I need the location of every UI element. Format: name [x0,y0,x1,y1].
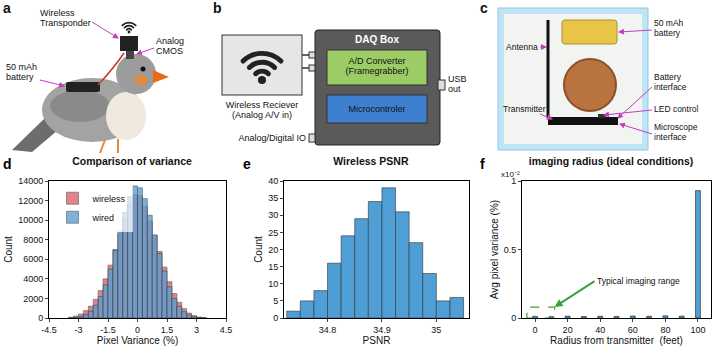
svg-text:0: 0 [533,325,538,335]
svg-text:14000: 14000 [18,176,43,186]
svg-text:Analog/Digital IO: Analog/Digital IO [238,133,306,143]
svg-text:Wireless PSNR: Wireless PSNR [333,155,409,167]
svg-text:50 mAhbattery: 50 mAhbattery [654,18,684,38]
svg-text:c: c [480,0,488,16]
svg-text:-3: -3 [74,325,82,335]
svg-text:0: 0 [135,325,140,335]
svg-text:15: 15 [268,262,278,272]
svg-text:AnalogCMOS: AnalogCMOS [156,36,184,56]
svg-text:10000: 10000 [18,215,43,225]
svg-text:80: 80 [660,325,670,335]
html-text:f: f [480,156,485,172]
svg-text:b: b [213,0,222,16]
svg-text:4000: 4000 [23,274,43,284]
svg-text:1.5: 1.5 [161,325,174,335]
svg-text:5: 5 [273,296,278,306]
svg-text:8000: 8000 [23,235,43,245]
svg-text:3: 3 [194,325,199,335]
svg-text:0: 0 [38,313,43,323]
svg-text:x10⁻²: x10⁻² [501,170,520,179]
svg-text:-4.5: -4.5 [41,325,57,335]
svg-text:Microcontroler: Microcontroler [348,104,405,114]
svg-text:20: 20 [268,245,278,255]
svg-text:Transmitter: Transmitter [503,104,546,114]
svg-text:0: 0 [273,313,278,323]
svg-text:50 mAhbattery: 50 mAhbattery [6,62,37,82]
svg-text:Microscopeinterface: Microscopeinterface [654,122,698,142]
svg-text:wireless: wireless [92,194,126,204]
svg-text:-1.5: -1.5 [100,325,116,335]
svg-text:10: 10 [268,279,278,289]
svg-text:6000: 6000 [23,254,43,264]
svg-text:A/D Converter(Framegrabber): A/D Converter(Framegrabber) [345,56,408,76]
svg-text:wired: wired [92,213,115,223]
svg-text:40: 40 [595,325,605,335]
svg-text:35: 35 [268,193,278,203]
svg-text:imaging radius (ideal conditio: imaging radius (ideal conditions) [529,155,694,167]
svg-text:WirelessTransponder: WirelessTransponder [40,8,91,28]
html-text:d: d [3,156,12,172]
svg-text:a: a [3,0,11,16]
svg-text:DAQ Box: DAQ Box [355,34,399,45]
svg-text:Radius from transmitter (feet: Radius from transmitter (feet) [550,335,683,346]
svg-text:Comparison of variance: Comparison of variance [72,155,192,167]
svg-text:Count: Count [253,236,264,263]
svg-text:34.8: 34.8 [319,325,337,335]
svg-text:12000: 12000 [18,196,43,206]
svg-text:0: 0 [511,313,516,323]
svg-text:1: 1 [511,176,516,186]
svg-text:34.9: 34.9 [373,325,391,335]
svg-text:Batteryinterface: Batteryinterface [654,72,687,92]
svg-text:Count: Count [3,236,14,263]
svg-text:Wireless Reciever(Analog A/V i: Wireless Reciever(Analog A/V in) [226,100,299,120]
svg-text:40: 40 [268,176,278,186]
svg-text:2000: 2000 [23,294,43,304]
svg-text:30: 30 [268,210,278,220]
svg-text:Pixel Variance (%): Pixel Variance (%) [97,335,179,346]
svg-text:35: 35 [431,325,441,335]
svg-text:LED control: LED control [654,104,699,114]
svg-text:25: 25 [268,228,278,238]
svg-text:0.5: 0.5 [504,245,517,255]
html-text:e: e [243,156,251,172]
svg-text:Typical imaging range: Typical imaging range [597,276,680,286]
svg-text:Avg pixel variance (%): Avg pixel variance (%) [489,200,500,299]
svg-text:100: 100 [690,325,705,335]
svg-text:60: 60 [628,325,638,335]
svg-text:Antenna: Antenna [506,42,538,52]
svg-text:USBout: USBout [448,74,467,94]
svg-text:4.5: 4.5 [220,325,233,335]
svg-text:PSNR: PSNR [363,335,391,346]
svg-text:20: 20 [563,325,573,335]
